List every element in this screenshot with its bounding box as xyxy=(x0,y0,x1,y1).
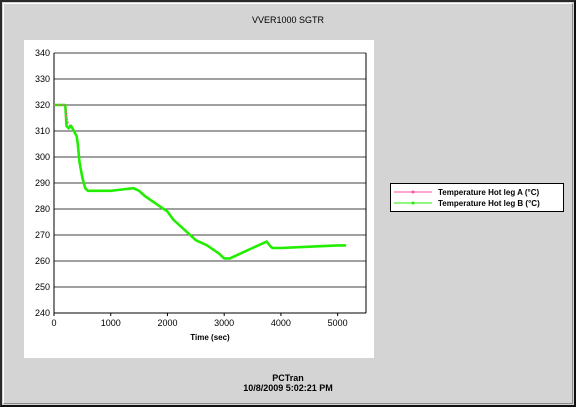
plot-panel: 240 250 260 270 280 290 300 310 320 330 340 0 1000 20… xyxy=(24,40,374,358)
y-tick-label-330: 330 xyxy=(35,74,50,84)
chart-title: VVER1000 SGTR xyxy=(251,15,325,25)
y-tick-label-320: 320 xyxy=(35,100,50,110)
x-tick-label-0: 0 xyxy=(51,318,56,328)
legend-entry-b: Temperature Hot leg B (°C) xyxy=(394,197,540,209)
x-axis-label: Time (sec) xyxy=(190,333,230,342)
line-chart: 240 250 260 270 280 290 300 310 320 330 340 0 1000 20… xyxy=(35,48,367,342)
y-tick-label-300: 300 xyxy=(35,152,50,162)
y-tick-label-340: 340 xyxy=(35,48,50,58)
y-tick-label-250: 250 xyxy=(35,282,50,292)
y-tick-label-290: 290 xyxy=(35,178,50,188)
footer-timestamp: 10/8/2009 5:02:21 PM xyxy=(243,383,333,393)
x-tick-label-2000: 2000 xyxy=(157,318,177,328)
legend-swatch-b xyxy=(394,201,432,205)
legend: Temperature Hot leg A (°C) Temperature H… xyxy=(390,183,564,212)
legend-swatch-a xyxy=(394,190,432,194)
y-tick-label-260: 260 xyxy=(35,256,50,266)
y-tick-label-280: 280 xyxy=(35,204,50,214)
y-tick-label-240: 240 xyxy=(35,308,50,318)
footer-app-name: PCTran xyxy=(272,373,304,383)
x-tick-label-4000: 4000 xyxy=(271,318,291,328)
series-line-b xyxy=(54,103,347,260)
x-tick-label-1000: 1000 xyxy=(101,318,121,328)
y-tick-label-310: 310 xyxy=(35,126,50,136)
legend-entry-a: Temperature Hot leg A (°C) xyxy=(394,186,539,198)
series-line-a xyxy=(54,104,71,127)
x-tick-label-5000: 5000 xyxy=(328,318,348,328)
legend-label-b: Temperature Hot leg B (°C) xyxy=(438,198,540,208)
legend-label-a: Temperature Hot leg A (°C) xyxy=(438,187,540,197)
x-tick-label-3000: 3000 xyxy=(214,318,234,328)
y-tick-label-270: 270 xyxy=(35,230,50,240)
window-frame xyxy=(3,3,573,404)
